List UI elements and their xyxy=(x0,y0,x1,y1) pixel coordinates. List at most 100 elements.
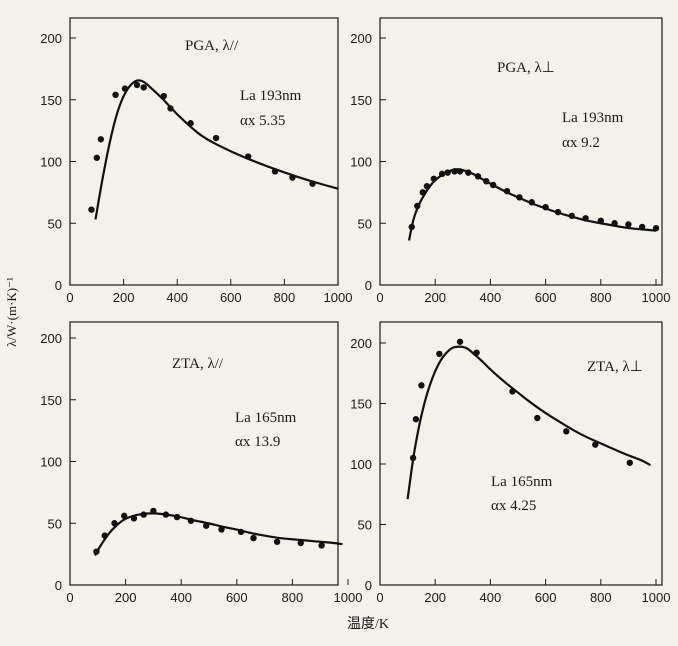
data-point xyxy=(592,441,599,448)
data-point xyxy=(516,194,523,201)
data-point xyxy=(297,539,304,547)
la-annotation: La 193nm xyxy=(240,88,302,104)
x-tick-label: 600 xyxy=(220,290,242,305)
alpha-annotation: αx 5.35 xyxy=(240,113,285,129)
x-tick-label: 1000 xyxy=(642,290,671,305)
alpha-annotation: αx 13.9 xyxy=(235,434,280,450)
y-tick-label: 0 xyxy=(365,278,372,293)
data-point xyxy=(503,187,511,195)
x-tick-label: 400 xyxy=(480,290,502,305)
y-tick-label: 200 xyxy=(350,31,372,46)
fit-curve xyxy=(406,345,652,500)
data-point xyxy=(554,208,562,216)
x-tick-label: 0 xyxy=(66,290,73,305)
data-point xyxy=(93,548,100,555)
plot-frame xyxy=(69,321,339,586)
data-point xyxy=(289,174,296,181)
data-point xyxy=(568,212,576,220)
alpha-annotation: αx 9.2 xyxy=(562,135,600,151)
data-point xyxy=(187,517,195,524)
x-tick-label: 0 xyxy=(376,590,383,605)
data-point xyxy=(273,538,281,545)
x-axis-label: 温度/K xyxy=(347,616,389,632)
y-tick-label: 0 xyxy=(55,578,62,593)
y-tick-label: 0 xyxy=(365,578,372,593)
data-point xyxy=(250,534,257,542)
data-point xyxy=(309,180,316,187)
data-point xyxy=(162,511,170,518)
data-point xyxy=(187,120,194,127)
data-point xyxy=(597,217,604,224)
panel-zta-perpendicular: 0 200 400 600 800 1000 0 50 100 150 200 ZTA, λ⊥ La… xyxy=(350,321,670,605)
data-point xyxy=(93,154,101,161)
data-point xyxy=(542,203,549,211)
x-tick-label: 200 xyxy=(113,290,135,305)
data-point xyxy=(456,168,464,175)
data-point xyxy=(489,181,497,189)
data-point xyxy=(409,454,417,462)
data-point xyxy=(271,168,279,175)
y-tick-label: 100 xyxy=(350,457,372,472)
la-annotation: La 193nm xyxy=(562,110,624,126)
x-tick-label: 800 xyxy=(590,290,612,305)
data-point xyxy=(652,224,660,232)
y-tick-label: 50 xyxy=(48,216,62,231)
x-tick-label: 1000 xyxy=(324,290,353,305)
y-tick-label: 150 xyxy=(350,93,372,108)
plot-frame xyxy=(379,17,663,286)
data-point xyxy=(173,513,181,521)
data-point xyxy=(167,105,174,112)
data-point xyxy=(436,350,443,358)
data-point xyxy=(203,522,210,529)
y-axis-label: λ/W·(m·K)⁻¹ xyxy=(4,277,19,347)
x-tick-label: 800 xyxy=(274,290,296,305)
x-tick-label: 800 xyxy=(282,590,304,605)
y-tick-label: 200 xyxy=(350,336,372,351)
x-tick-label: 0 xyxy=(376,290,383,305)
data-point xyxy=(318,542,325,549)
y-tick-label: 50 xyxy=(48,516,62,531)
x-tick-label: 800 xyxy=(590,590,612,605)
data-point xyxy=(121,512,128,520)
x-tick-label: 600 xyxy=(226,590,248,605)
x-tick-label: 200 xyxy=(424,290,446,305)
data-point xyxy=(130,515,138,522)
data-point xyxy=(101,532,108,539)
data-point xyxy=(563,428,570,435)
data-point xyxy=(509,388,516,395)
data-point xyxy=(430,175,438,182)
y-tick-label: 100 xyxy=(350,155,372,170)
y-tick-label: 100 xyxy=(40,455,62,470)
data-point xyxy=(483,178,490,185)
data-point xyxy=(611,220,618,227)
la-annotation: La 165nm xyxy=(491,474,553,490)
data-point xyxy=(473,349,480,356)
y-tick-label: 50 xyxy=(358,216,372,231)
y-tick-label: 200 xyxy=(40,331,62,346)
panel-pga-parallel: 0 200 400 600 800 1000 0 50 100 150 200 PGA, λ// L… xyxy=(40,17,353,305)
data-point xyxy=(160,92,167,100)
data-point xyxy=(97,136,105,143)
data-point xyxy=(444,169,451,176)
fit-curve xyxy=(94,512,343,556)
x-tick-label: 0 xyxy=(66,590,73,605)
data-point xyxy=(438,170,446,178)
data-point xyxy=(111,520,118,527)
fit-curve xyxy=(94,79,339,220)
data-point xyxy=(414,202,421,210)
data-point xyxy=(534,414,541,422)
data-point xyxy=(451,168,458,175)
data-point xyxy=(418,382,425,389)
la-annotation: La 165nm xyxy=(235,410,297,426)
x-tick-label: 400 xyxy=(170,590,192,605)
data-point xyxy=(112,91,119,99)
alpha-annotation: αx 4.25 xyxy=(491,498,536,514)
data-point xyxy=(245,153,252,160)
y-tick-label: 100 xyxy=(40,155,62,170)
data-point xyxy=(150,507,157,515)
x-tick-label: 200 xyxy=(424,590,446,605)
data-point xyxy=(121,85,129,92)
data-point xyxy=(218,526,225,533)
data-point xyxy=(419,189,426,196)
plot-frame xyxy=(69,17,339,286)
